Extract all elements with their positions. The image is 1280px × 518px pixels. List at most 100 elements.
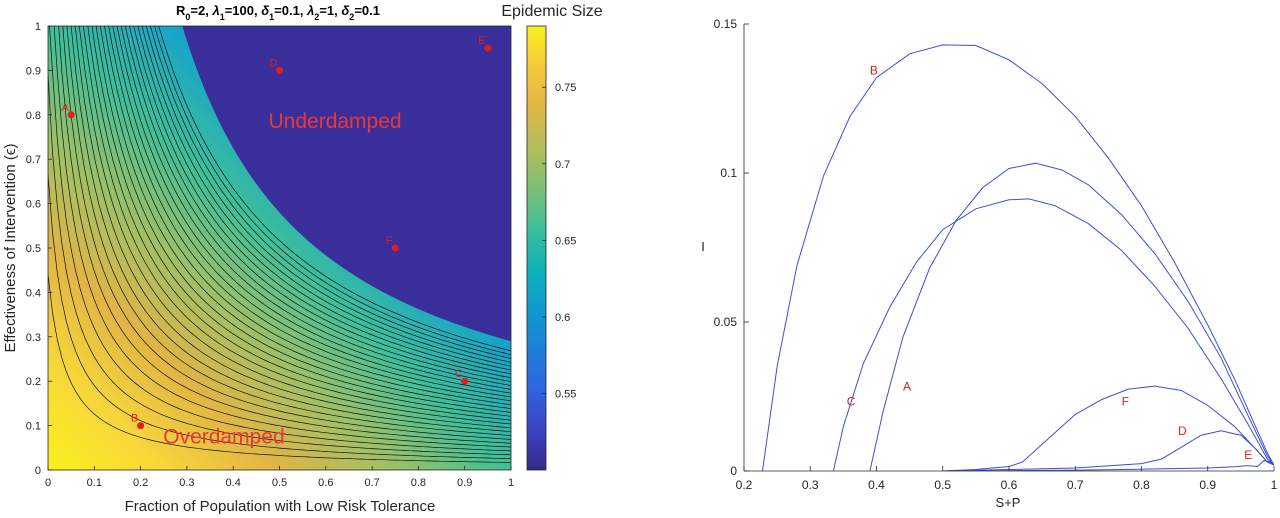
y-tick-label: 0 <box>730 464 737 478</box>
left-heatmap-panel: R0=2, λ1=100, δ1=0.1, λ2=1, δ2=0.1 Under… <box>2 3 603 515</box>
colorbar-tick-label: 0.65 <box>555 235 576 247</box>
parameter-point-label: E <box>478 35 485 47</box>
left-chart-title: R0=2, λ1=100, δ1=0.1, λ2=1, δ2=0.1 <box>176 3 380 22</box>
parameter-point-marker <box>461 377 469 385</box>
contour-line <box>154 26 511 356</box>
x-tick-label: 1 <box>508 477 514 489</box>
parameter-point-label: A <box>61 102 69 114</box>
region-labels: Underdamped Overdamped <box>163 110 401 448</box>
left-y-axis-label: Effectiveness of Intervention (ϵ) <box>2 144 19 353</box>
x-tick-label: 0.4 <box>868 478 885 492</box>
trajectory-label: B <box>870 64 878 78</box>
parameter-points: A B C D E F <box>61 35 492 430</box>
contour-line <box>62 26 511 440</box>
contour-line <box>150 26 511 359</box>
contour-line <box>66 26 511 436</box>
underdamped-area <box>182 26 511 342</box>
contour-line <box>70 26 511 433</box>
contour-line <box>91 26 511 413</box>
parameter-point-label: C <box>455 368 463 380</box>
contour-line <box>133 26 511 375</box>
region-label: Underdamped <box>269 110 402 133</box>
x-tick-label: 0.3 <box>179 477 194 489</box>
contour-line <box>99 26 511 406</box>
parameter-point-label: F <box>386 235 393 247</box>
x-tick-label: 0.9 <box>1199 478 1216 492</box>
contour-line <box>48 174 511 459</box>
y-tick-label: 0.3 <box>26 332 41 344</box>
y-tick-label: 0.4 <box>26 287 41 299</box>
y-tick-label: 1 <box>35 21 41 33</box>
y-tick-label: 0.1 <box>26 421 41 433</box>
trajectory-line-f <box>942 385 1274 471</box>
contour-line <box>124 26 511 382</box>
colorbar-frame <box>526 25 547 471</box>
trajectory-label: F <box>1122 394 1129 408</box>
y-tick-label: 0.9 <box>26 65 41 77</box>
y-tick-label: 0.05 <box>714 315 738 329</box>
parameter-point-marker <box>276 66 283 74</box>
right-phase-plot-panel: B A C F D E 0.2 0.3 0.4 0.5 0.6 0.7 0.8 0.9 1 0 0.05 0.1… <box>701 17 1277 510</box>
colorbar-ticks: 0.55 0.6 0.65 0.7 0.75 <box>542 82 576 400</box>
trajectory-label: D <box>1178 424 1187 438</box>
y-tick-label: 0 <box>35 465 41 477</box>
x-tick-label: 0.9 <box>457 477 472 489</box>
x-tick-label: 0.6 <box>1001 478 1018 492</box>
parameter-point-marker <box>484 44 492 52</box>
trajectory-label: E <box>1244 448 1252 462</box>
contour-line <box>83 26 511 421</box>
x-tick-label: 0.6 <box>318 477 333 489</box>
trajectory-lines <box>762 44 1274 471</box>
y-tick-label: 0.1 <box>720 166 737 180</box>
right-x-axis-label: S+P <box>996 495 1021 510</box>
contour-line <box>95 26 511 409</box>
contour-line <box>116 26 511 390</box>
colorbar-tick-label: 0.6 <box>555 312 570 324</box>
trajectory-label: A <box>903 380 911 394</box>
y-tick-label: 0.8 <box>26 110 41 122</box>
x-tick-label: 0 <box>45 477 51 489</box>
x-tick-label: 0.1 <box>87 477 102 489</box>
y-tick-label: 0.15 <box>714 17 738 31</box>
x-tick-label: 0.2 <box>133 477 148 489</box>
contour-line <box>145 26 511 363</box>
region-label: Overdamped <box>163 425 284 448</box>
parameter-point-marker <box>67 111 75 119</box>
right-y-axis-label: I <box>701 239 705 254</box>
x-tick-label: 1 <box>1271 478 1278 492</box>
y-tick-label: 0.7 <box>26 154 41 166</box>
trajectory-line-e <box>975 460 1274 471</box>
trajectory-line-a <box>869 162 1274 471</box>
x-tick-label: 0.3 <box>802 478 819 492</box>
x-tick-label: 0.5 <box>272 477 287 489</box>
parameter-point-label: B <box>131 413 138 425</box>
trajectory-line-b <box>762 44 1274 471</box>
contour-line <box>129 26 511 379</box>
contour-line <box>104 26 511 402</box>
x-tick-label: 0.5 <box>934 478 951 492</box>
contour-line <box>48 73 511 456</box>
contour-lines <box>48 26 511 463</box>
x-tick-label: 0.7 <box>364 477 379 489</box>
left-x-axis-label: Fraction of Population with Low Risk Tol… <box>125 498 436 515</box>
trajectory-line-d <box>942 430 1274 471</box>
x-tick-label: 0.4 <box>226 477 241 489</box>
contour-line <box>74 26 511 429</box>
contour-line <box>158 26 511 352</box>
parameter-point-marker <box>137 422 145 430</box>
x-tick-label: 0.2 <box>736 478 753 492</box>
contour-line <box>53 26 511 448</box>
parameter-point-label: D <box>270 57 278 69</box>
right-axes: 0.2 0.3 0.4 0.5 0.6 0.7 0.8 0.9 1 0 0.05 0.1 0.15 <box>714 17 1278 492</box>
colorbar-label: Epidemic Size <box>501 3 602 20</box>
contour-line <box>58 26 511 444</box>
y-tick-label: 0.5 <box>26 243 41 255</box>
y-tick-label: 0.2 <box>26 376 41 388</box>
left-axis-ticks: 0 0.1 0.2 0.3 0.4 0.5 0.6 0.7 0.8 0.9 1 0 0.1 0.2 0.3 0… <box>26 21 514 489</box>
colorbar-tick-label: 0.7 <box>555 159 570 171</box>
contour-line <box>108 26 511 398</box>
contour-line <box>112 26 511 394</box>
x-tick-label: 0.8 <box>1133 478 1150 492</box>
trajectory-line-c <box>832 198 1274 471</box>
